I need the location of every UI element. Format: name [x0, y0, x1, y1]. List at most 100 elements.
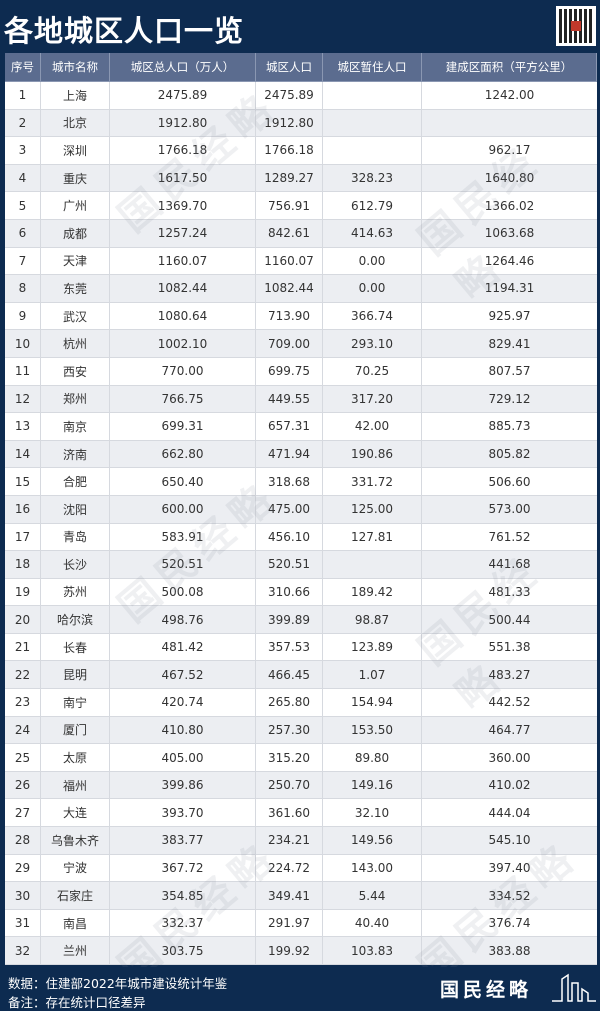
cell-total-pop: 1912.80 [110, 109, 256, 137]
cell-city: 重庆 [41, 164, 110, 192]
cell-city: 深圳 [41, 137, 110, 164]
cell-urban-pop: 1289.27 [256, 164, 323, 192]
cell-index: 1 [5, 82, 41, 109]
cell-area: 925.97 [488, 309, 531, 324]
table-row: 9 武汉 1080.64 713.90 366.74 925.97 [5, 302, 597, 331]
cell-area: 481.33 [488, 584, 531, 599]
cell-area: 1640.80 [484, 171, 535, 186]
cell-index: 10 [5, 330, 41, 357]
table-row: 29 宁波 367.72 224.72 143.00 397.40 [5, 854, 597, 883]
cell-temp-pop: 293.10 [323, 330, 422, 357]
cell-total-pop: 332.37 [110, 909, 256, 937]
cell-urban-pop: 520.51 [256, 551, 323, 578]
cell-city: 西安 [41, 357, 110, 385]
cell-total-pop: 500.08 [110, 578, 256, 606]
cell-index: 8 [5, 275, 41, 302]
cell-index: 4 [5, 164, 41, 192]
cell-urban-pop: 456.10 [256, 523, 323, 551]
cell-total-pop: 405.00 [110, 744, 256, 771]
cell-total-pop: 1369.70 [110, 192, 256, 219]
cell-city: 哈尔滨 [41, 606, 110, 633]
cell-total-pop: 1080.64 [110, 302, 256, 330]
table-row: 7 天津 1160.07 1160.07 0.00 1264.46 [5, 247, 597, 276]
table-row: 25 太原 405.00 315.20 89.80 360.00 [5, 744, 597, 772]
cell-total-pop: 699.31 [110, 413, 256, 440]
header-total-pop: 城区总人口（万人） [110, 53, 256, 81]
header-index: 序号 [5, 53, 41, 81]
cell-area: 410.02 [488, 778, 531, 793]
cell-area: 441.68 [488, 557, 531, 572]
cell-urban-pop: 466.45 [256, 661, 323, 689]
cell-city: 昆明 [41, 661, 110, 689]
cell-total-pop: 583.91 [110, 523, 256, 551]
cell-temp-pop: 317.20 [323, 385, 422, 413]
cell-area: 805.82 [488, 447, 531, 462]
cell-index: 17 [5, 523, 41, 551]
cell-total-pop: 420.74 [110, 689, 256, 716]
cell-temp-pop: 1.07 [323, 661, 422, 689]
cell-urban-pop: 449.55 [256, 385, 323, 413]
cell-city: 沈阳 [41, 495, 110, 523]
cell-city: 太原 [41, 744, 110, 771]
table-row: 4 重庆 1617.50 1289.27 328.23 1640.80 [5, 164, 597, 193]
cell-index: 30 [5, 882, 41, 909]
qr-code-icon [556, 6, 596, 46]
cell-total-pop: 1160.07 [110, 247, 256, 275]
cell-city: 苏州 [41, 578, 110, 606]
table-row: 10 杭州 1002.10 709.00 293.10 829.41 [5, 330, 597, 358]
cell-urban-pop: 1912.80 [256, 109, 323, 137]
table-row: 3 深圳 1766.18 1766.18 962.17 [5, 137, 597, 165]
cell-city: 宁波 [41, 854, 110, 882]
table-row: 32 兰州 303.75 199.92 103.83 383.88 [5, 937, 597, 965]
cell-index: 3 [5, 137, 41, 164]
cell-urban-pop: 199.92 [256, 937, 323, 964]
table-header: 序号 城市名称 城区总人口（万人） 城区人口 城区暂住人口 建成区面积（平方公里… [5, 53, 597, 82]
population-table: 序号 城市名称 城区总人口（万人） 城区人口 城区暂住人口 建成区面积（平方公里… [5, 53, 597, 965]
cell-temp-pop: 32.10 [323, 799, 422, 827]
cell-area: 464.77 [488, 722, 531, 737]
cell-urban-pop: 475.00 [256, 495, 323, 523]
title-bar: 各地城区人口一览 [0, 0, 600, 53]
cell-urban-pop: 224.72 [256, 854, 323, 882]
header-temp-pop: 城区暂住人口 [323, 53, 422, 81]
cell-total-pop: 600.00 [110, 495, 256, 523]
cell-temp-pop: 89.80 [323, 744, 422, 771]
cell-temp-pop: 189.42 [323, 578, 422, 606]
cell-index: 25 [5, 744, 41, 771]
cell-total-pop: 467.52 [110, 661, 256, 689]
table-row: 14 济南 662.80 471.94 190.86 805.82 [5, 440, 597, 469]
cell-temp-pop: 40.40 [323, 909, 422, 937]
cell-city: 石家庄 [41, 882, 110, 909]
cell-city: 厦门 [41, 716, 110, 744]
cell-urban-pop: 349.41 [256, 882, 323, 909]
cell-temp-pop: 127.81 [323, 523, 422, 551]
table-row: 15 合肥 650.40 318.68 331.72 506.60 [5, 468, 597, 496]
cell-temp-pop: 149.56 [323, 827, 422, 854]
cell-urban-pop: 265.80 [256, 689, 323, 716]
cell-temp-pop: 153.50 [323, 716, 422, 744]
cell-area: 729.12 [488, 391, 531, 406]
cell-urban-pop: 291.97 [256, 909, 323, 937]
cell-area: 807.57 [488, 364, 531, 379]
table-row: 16 沈阳 600.00 475.00 125.00 573.00 [5, 495, 597, 524]
cell-area [422, 110, 597, 137]
cell-city: 济南 [41, 440, 110, 468]
table-row: 13 南京 699.31 657.31 42.00 885.73 [5, 413, 597, 441]
building-icon [552, 973, 596, 1002]
cell-temp-pop: 42.00 [323, 413, 422, 440]
header-urban-pop: 城区人口 [256, 53, 323, 81]
cell-urban-pop: 1160.07 [256, 247, 323, 275]
cell-temp-pop [323, 137, 422, 164]
cell-total-pop: 481.42 [110, 633, 256, 661]
cell-total-pop: 399.86 [110, 771, 256, 799]
cell-area: 1063.68 [484, 226, 535, 241]
table-row: 2 北京 1912.80 1912.80 [5, 109, 597, 138]
cell-total-pop: 1082.44 [110, 275, 256, 302]
cell-city: 南京 [41, 413, 110, 440]
cell-index: 20 [5, 606, 41, 633]
cell-index: 14 [5, 440, 41, 468]
cell-area: 962.17 [488, 143, 531, 158]
cell-total-pop: 766.75 [110, 385, 256, 413]
cell-index: 19 [5, 578, 41, 606]
cell-index: 13 [5, 413, 41, 440]
